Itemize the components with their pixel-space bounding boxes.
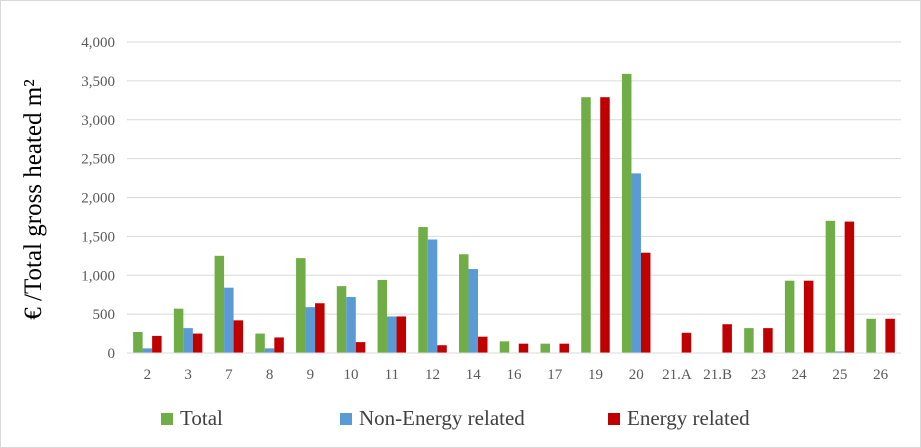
x-tick-label: 8: [266, 367, 274, 383]
bar-energy-related-20: [640, 252, 651, 353]
bar-non-energy-related-11: [387, 316, 397, 353]
x-tick-label: 3: [184, 367, 192, 383]
legend-swatch-1: [340, 413, 352, 425]
bar-total-23: [744, 328, 754, 353]
x-tick-label: 14: [466, 367, 482, 383]
bar-total-12: [418, 227, 428, 353]
bar-total-14: [459, 254, 469, 353]
bar-energy-related-7: [233, 320, 244, 353]
x-tick-label: 23: [751, 367, 766, 383]
bar-non-energy-related-3: [183, 328, 193, 353]
bar-energy-related-21-A: [681, 332, 692, 353]
axes: 0 500 1,000 1,500 2,000 2,500 3,000 3,500 4,000 2…: [81, 35, 901, 383]
bar-energy-related-8: [274, 337, 284, 353]
bar-energy-related-14: [478, 336, 488, 353]
x-tick-label: 21.A: [662, 367, 692, 383]
y-tick-label: 1,000: [81, 268, 115, 284]
bar-total-11: [377, 279, 388, 353]
bar-energy-related-17: [559, 343, 569, 353]
bar-total-8: [255, 333, 265, 353]
bar-non-energy-related-14: [468, 269, 479, 353]
bar-non-energy-related-7: [224, 287, 234, 353]
bar-non-energy-related-8: [264, 348, 275, 353]
bar-total-17: [540, 343, 550, 353]
y-tick-label: 500: [93, 307, 116, 323]
legend-label-0: Total: [180, 406, 223, 430]
legend-swatch-0: [161, 413, 173, 425]
y-tick-label: 1,500: [81, 229, 115, 245]
bar-energy-related-10: [355, 342, 366, 353]
x-tick-label: 25: [832, 367, 847, 383]
bar-total-19: [581, 97, 591, 353]
bar-energy-related-23: [763, 328, 773, 353]
bar-non-energy-related-9: [305, 307, 316, 353]
x-tick-label: 10: [344, 367, 359, 383]
x-tick-label: 17: [547, 367, 563, 383]
x-tick-label: 21.B: [703, 367, 732, 383]
bar-non-energy-related-20: [631, 173, 641, 353]
legend-label-1: Non-Energy related: [359, 406, 525, 430]
bar-total-3: [173, 308, 184, 353]
bar-total-26: [866, 318, 876, 353]
bar-total-24: [784, 280, 795, 353]
bar-non-energy-related-25: [835, 351, 845, 353]
bar-energy-related-2: [152, 335, 162, 353]
legend-swatch-2: [608, 413, 620, 425]
x-tick-label: 2: [144, 367, 152, 383]
x-tick-label: 26: [873, 367, 889, 383]
y-axis-label: € /Total gross heated m²: [20, 79, 47, 319]
bar-energy-related-19: [600, 97, 610, 353]
x-tick-label: 24: [792, 367, 808, 383]
legend: Total Non-Energy related Energy related: [161, 406, 750, 430]
bars: [133, 73, 895, 353]
y-tick-label: 4,000: [81, 35, 115, 51]
legend-label-2: Energy related: [627, 406, 750, 430]
bar-total-2: [133, 332, 143, 353]
x-tick-label: 12: [425, 367, 440, 383]
bar-energy-related-21-B: [722, 324, 732, 353]
bar-energy-related-26: [885, 318, 895, 353]
y-tick-label: 2,000: [81, 191, 115, 207]
x-tick-label: 20: [629, 367, 644, 383]
bar-total-10: [336, 286, 347, 353]
bar-total-9: [296, 258, 306, 353]
bar-total-25: [825, 220, 836, 353]
y-tick-label: 0: [108, 346, 116, 362]
x-tick-label: 19: [588, 367, 603, 383]
gridlines: [127, 41, 901, 315]
bar-energy-related-25: [844, 221, 855, 353]
y-tick-label: 3,500: [81, 74, 115, 90]
bar-energy-related-3: [192, 333, 203, 353]
bar-energy-related-24: [803, 280, 814, 353]
bar-total-7: [214, 255, 225, 353]
bar-energy-related-9: [315, 303, 325, 353]
x-tick-label: 11: [385, 367, 399, 383]
bar-energy-related-11: [396, 316, 407, 353]
x-tick-label: 7: [225, 367, 233, 383]
bar-energy-related-12: [437, 345, 447, 353]
bar-total-20: [621, 73, 632, 353]
bar-non-energy-related-12: [427, 239, 438, 353]
y-tick-label: 2,500: [81, 152, 115, 168]
bar-energy-related-16: [518, 343, 529, 353]
bar-total-16: [499, 341, 510, 353]
bar-non-energy-related-2: [142, 348, 153, 353]
y-tick-label: 3,000: [81, 113, 115, 129]
bar-non-energy-related-10: [346, 297, 356, 353]
x-tick-label: 9: [307, 367, 315, 383]
x-tick-label: 16: [507, 367, 523, 383]
